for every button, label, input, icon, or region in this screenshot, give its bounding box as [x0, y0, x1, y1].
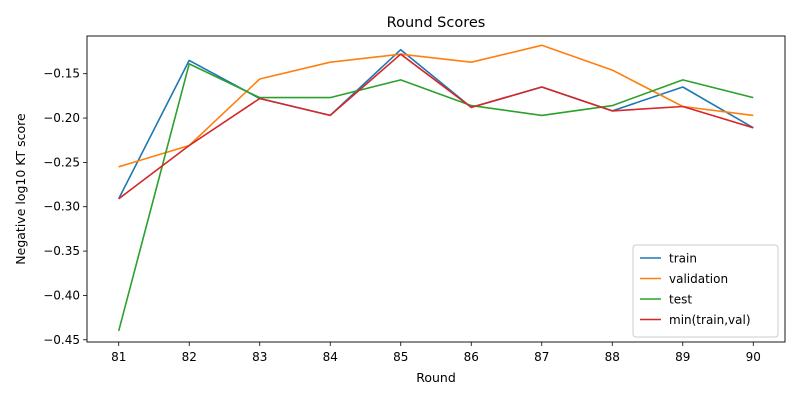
x-axis: 81 82 83 84 85 86 87 88 89 90 — [111, 342, 761, 364]
y-tick-label: −0.35 — [43, 244, 80, 258]
chart-title: Round Scores — [387, 15, 486, 31]
y-tick-label: −0.40 — [43, 288, 80, 302]
x-tick-label: 87 — [534, 350, 549, 364]
series-layer — [117, 44, 754, 332]
series-line-validation — [118, 44, 754, 168]
x-tick-label: 86 — [464, 350, 479, 364]
y-tick-label: −0.15 — [43, 67, 80, 81]
series-line-train — [117, 48, 754, 200]
y-tick-label: −0.25 — [43, 155, 80, 169]
legend-label: test — [669, 293, 692, 307]
x-axis-label: Round — [416, 370, 456, 385]
legend-box — [632, 244, 779, 338]
y-tick-label: −0.20 — [43, 111, 80, 125]
y-axis: −0.45 −0.40 −0.35 −0.30 −0.25 −0.20 −0.15 — [43, 67, 87, 347]
x-tick-label: 83 — [252, 350, 267, 364]
series-line-test — [117, 63, 754, 332]
legend: train validation test min(train,val) — [632, 244, 779, 338]
y-tick-label: −0.45 — [43, 333, 80, 347]
legend-label: train — [669, 252, 697, 266]
plot-frame — [86, 35, 786, 343]
y-tick-label: −0.30 — [43, 200, 80, 214]
x-tick-label: 88 — [605, 350, 620, 364]
x-tick-label: 85 — [393, 350, 408, 364]
legend-label: min(train,val) — [669, 313, 751, 327]
series-line-min-train-val — [118, 53, 754, 200]
x-tick-label: 89 — [675, 350, 690, 364]
y-axis-label: Negative log10 KT score — [13, 113, 28, 265]
x-tick-label: 90 — [746, 350, 761, 364]
x-tick-label: 81 — [111, 350, 126, 364]
legend-label: validation — [669, 272, 728, 286]
x-tick-label: 82 — [182, 350, 197, 364]
x-tick-label: 84 — [323, 350, 338, 364]
